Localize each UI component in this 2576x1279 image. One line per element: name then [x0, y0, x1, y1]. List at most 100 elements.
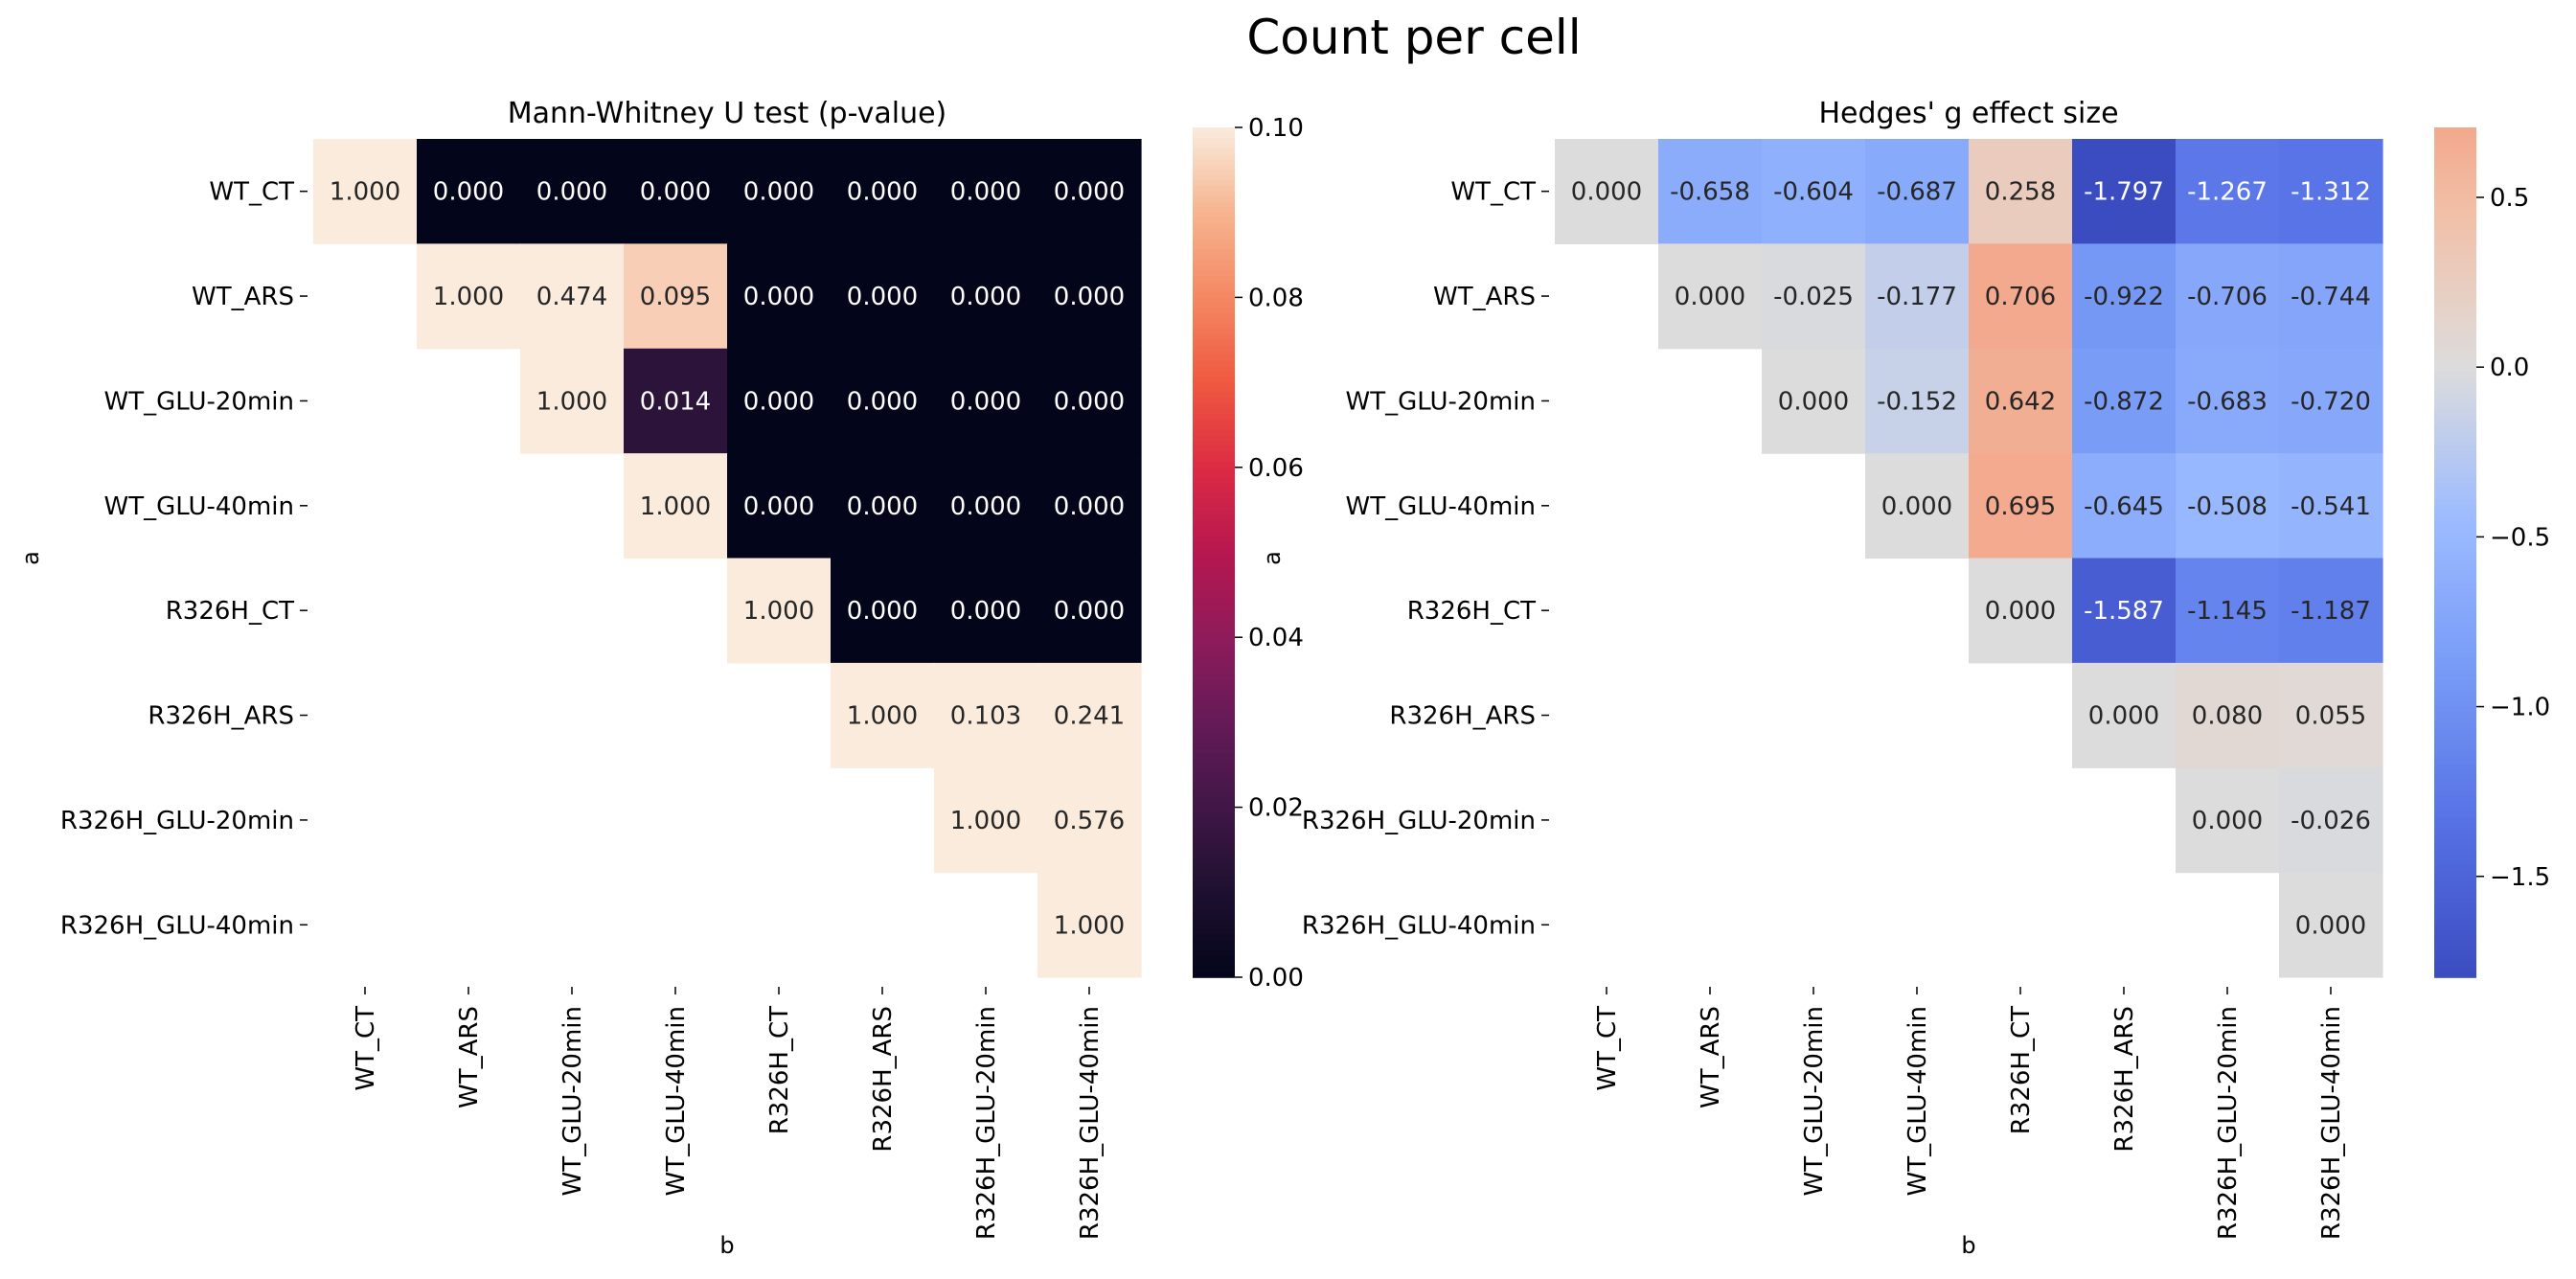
heatmap-cell — [1865, 453, 1970, 560]
heatmap-cell — [934, 767, 1038, 874]
colorbar-segment — [1193, 419, 1235, 426]
colorbar-segment — [2434, 754, 2476, 761]
cell-value-label: 0.000 — [1881, 492, 1952, 521]
colorbar-segment — [1193, 514, 1235, 522]
heatmap-cell — [520, 243, 625, 350]
heatmap-cell — [1555, 139, 1659, 244]
y-axis-label: a — [1259, 551, 1286, 565]
colorbar-segment — [2434, 871, 2476, 878]
heatmap-cell — [1969, 453, 2073, 560]
heatmap-cell — [417, 243, 521, 350]
colorbar-segment — [1193, 228, 1235, 235]
cell-value-label: 0.000 — [743, 178, 814, 207]
colorbar-segment — [2434, 902, 2476, 909]
colorbar-segment — [1193, 318, 1235, 325]
cell-value-label: 0.000 — [2192, 807, 2263, 835]
cell-value-label: 0.000 — [847, 387, 918, 416]
heatmap-cell — [1658, 243, 1763, 350]
colorbar-segment — [1193, 961, 1235, 968]
colorbar-segment — [2434, 201, 2476, 208]
cell-value-label: -0.744 — [2291, 283, 2371, 311]
heatmap-cell — [1037, 558, 1142, 664]
cell-value-label: 0.000 — [1054, 492, 1125, 521]
cell-value-label: 0.000 — [1054, 178, 1125, 207]
colorbar-segment — [1193, 769, 1235, 777]
colorbar-segment — [1193, 573, 1235, 581]
heatmap-panels: Mann-Whitney U test (p-value) 1.000 0.000 0… — [17, 97, 2550, 1259]
colorbar-segment — [1193, 838, 1235, 846]
colorbar-segment — [1193, 291, 1235, 299]
colorbar-segment — [1193, 441, 1235, 447]
colorbar-segment — [1193, 605, 1235, 612]
colorbar-tick-label: −1.5 — [2490, 863, 2550, 892]
x-tick-label-wt-glu-40min: WT_GLU-40min — [662, 1006, 691, 1196]
colorbar-segment — [1193, 642, 1235, 650]
cell-value-label: 0.000 — [847, 597, 918, 626]
colorbar-segment — [2434, 765, 2476, 771]
colorbar-segment — [2434, 966, 2476, 973]
heatmap-cell — [520, 139, 625, 244]
colorbar-segment — [1193, 754, 1235, 761]
colorbar-segment — [1193, 499, 1235, 506]
heatmap-cell — [1658, 139, 1763, 244]
colorbar-segment — [1193, 445, 1235, 452]
colorbar-segment — [2434, 706, 2476, 713]
cell-value-label: 0.000 — [433, 178, 504, 207]
heatmap-cell — [2072, 348, 2177, 454]
colorbar-segment — [1193, 403, 1235, 410]
colorbar-segment — [1193, 696, 1235, 702]
colorbar-segment — [1193, 876, 1235, 883]
colorbar-segment — [2434, 191, 2476, 197]
colorbar-segment — [2434, 239, 2476, 245]
heatmap-cell — [1037, 453, 1142, 560]
colorbar-segment — [1193, 504, 1235, 511]
colorbar-segment — [2434, 834, 2476, 840]
heatmap-cell — [727, 243, 832, 350]
colorbar-segment — [2434, 350, 2476, 357]
colorbar-segment — [1193, 185, 1235, 193]
colorbar-tick-label: −0.5 — [2490, 523, 2550, 552]
colorbar-segment — [1193, 207, 1235, 214]
colorbar-segment — [2434, 170, 2476, 176]
heatmap-cell — [2176, 558, 2280, 664]
y-tick-label-wt-glu-20min: WT_GLU-20min — [1346, 387, 1536, 416]
y-tick-label-r326h-ars: R326H_ARS — [148, 702, 294, 731]
colorbar-segment — [1193, 711, 1235, 719]
y-tick-label-r326h-ars: R326H_ARS — [1389, 702, 1536, 731]
colorbar-segment — [1193, 913, 1235, 920]
colorbar-segment — [1193, 382, 1235, 389]
cell-value-label: 1.000 — [433, 283, 504, 311]
x-tick-label-wt-ct: WT_CT — [1593, 1006, 1622, 1091]
colorbar-segment — [2434, 483, 2476, 490]
colorbar-segment — [2434, 727, 2476, 734]
colorbar-segment — [2434, 648, 2476, 654]
colorbar-tick-label: 0.5 — [2490, 184, 2529, 213]
colorbar-segment — [1193, 802, 1235, 809]
heatmap-cell — [2072, 453, 2177, 560]
colorbar-segment — [1193, 881, 1235, 888]
colorbar-segment — [2434, 812, 2476, 819]
heatmap-cell — [2279, 872, 2383, 978]
heatmap-cell — [313, 139, 418, 244]
colorbar-segment — [2434, 286, 2476, 293]
cell-value-label: 0.000 — [1054, 387, 1125, 416]
colorbar-segment — [2434, 334, 2476, 341]
colorbar-segment — [2434, 462, 2476, 468]
colorbar-segment — [2434, 324, 2476, 331]
heatmap-cell — [1865, 348, 1970, 454]
colorbar-segment — [1193, 525, 1235, 533]
colorbar-segment — [1193, 510, 1235, 516]
colorbar-segment — [2434, 531, 2476, 537]
cell-value-label: 0.241 — [1054, 702, 1125, 731]
colorbar-segment — [1193, 971, 1235, 978]
heatmap-cell — [1762, 348, 1866, 454]
colorbar-segment — [2434, 488, 2476, 495]
colorbar-segment — [2434, 971, 2476, 978]
colorbar-segment — [1193, 243, 1235, 251]
colorbar-segment — [1193, 148, 1235, 155]
y-tick-label-r326h-glu-40min: R326H_GLU-40min — [1302, 911, 1536, 940]
colorbar-segment — [1193, 334, 1235, 341]
y-tick-label-wt-ct: WT_CT — [1450, 178, 1536, 207]
colorbar-segment — [1193, 924, 1235, 930]
heatmap-cell — [727, 348, 832, 454]
